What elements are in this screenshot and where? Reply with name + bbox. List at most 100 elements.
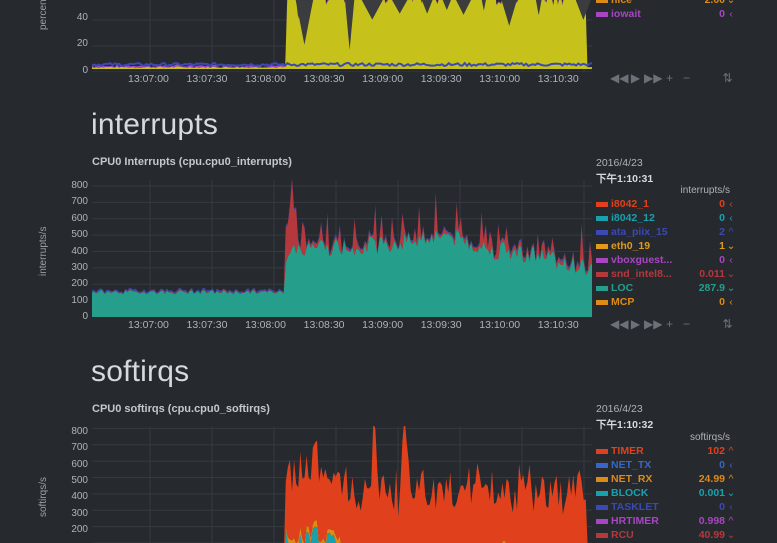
legend-item[interactable]: TIMER 102 ^ <box>596 444 737 458</box>
idle-spike <box>392 0 408 14</box>
play-icon[interactable]: ▶ <box>630 71 641 85</box>
forward-icon[interactable]: ▶▶ <box>644 317 663 331</box>
forward-icon[interactable]: ▶▶ <box>644 71 663 85</box>
nice-area <box>92 0 592 69</box>
legend-swatch <box>596 476 608 482</box>
legend-item[interactable]: ata_piix_15 2 ^ <box>596 225 737 239</box>
trend-arrow-icon: ⌄ <box>726 268 736 281</box>
interrupts-chart[interactable] <box>92 180 592 317</box>
trend-arrow-icon: ^ <box>728 226 734 239</box>
legend-units: interrupts/s <box>680 185 730 196</box>
rewind-icon[interactable]: ◀◀ <box>610 317 629 331</box>
cpu-percentage-chart[interactable] <box>92 0 592 72</box>
legend-item[interactable]: HRTIMER 0.998 ^ <box>596 514 737 528</box>
legend-item[interactable]: NET_TX 0 ‹ <box>596 458 737 472</box>
legend-swatch <box>596 448 608 454</box>
x-tick-label: 13:08:00 <box>245 73 286 85</box>
legend-item[interactable]: i8042_1 0 ‹ <box>596 197 737 211</box>
legend-swatch <box>596 299 608 305</box>
softirqs-chart[interactable] <box>92 426 592 543</box>
legend-label: i8042_1 <box>611 198 649 211</box>
legend-units: softirqs/s <box>689 432 730 443</box>
chart-title: CPU0 softirqs (cpu.cpu0_softirqs) <box>92 403 270 415</box>
x-tick-label: 13:10:30 <box>537 73 579 85</box>
legend-item[interactable]: NET_RX 24.99 ^ <box>596 472 737 486</box>
zoom-in-icon[interactable]: + <box>665 71 673 85</box>
idle-spike <box>481 0 486 11</box>
legend-value: 0 <box>719 212 725 225</box>
legend-item[interactable]: i8042_12 0 ‹ <box>596 211 737 225</box>
y-tick-label: 700 <box>71 442 88 454</box>
trend-arrow-icon: ^ <box>728 515 734 528</box>
idle-spike <box>361 0 383 20</box>
x-tick-label: 13:09:30 <box>420 73 462 85</box>
legend-item[interactable]: MCP 0 ‹ <box>596 295 737 309</box>
idle-spike <box>295 0 314 45</box>
x-tick-label: 13:09:00 <box>362 73 404 85</box>
legend-item[interactable]: TASKLET 0 ‹ <box>596 500 737 514</box>
trend-arrow-icon: ‹ <box>729 459 733 472</box>
block-area <box>284 526 340 543</box>
net-rx-area <box>284 520 507 543</box>
y-tick-label: 200 <box>71 278 88 290</box>
legend-swatch <box>596 532 608 538</box>
legend-value: 0 <box>719 501 725 514</box>
legend-swatch <box>596 504 608 510</box>
legend-item[interactable]: iowait 0 ‹ <box>596 7 737 21</box>
legend-value: 0.011 <box>699 268 725 281</box>
zoom-in-icon[interactable]: + <box>665 317 673 331</box>
legend-item[interactable]: RCU 40.99 ⌄ <box>596 528 737 542</box>
y-tick-label: 600 <box>71 212 88 224</box>
trend-arrow-icon: ^ <box>728 445 734 458</box>
softirqs-legend: TIMER 102 ^ NET_TX 0 ‹ NET_RX 24.99 ^ BLOCK 0.001 ⌄… <box>596 444 737 542</box>
legend-swatch <box>596 490 608 496</box>
play-icon[interactable]: ▶ <box>630 317 641 331</box>
legend-item[interactable]: nice 2.00 ⌄ <box>596 0 737 7</box>
resize-icon[interactable]: ⇅ <box>722 71 733 85</box>
x-tick-label: 13:10:30 <box>537 319 579 331</box>
resize-icon[interactable]: ⇅ <box>722 317 733 331</box>
system-line <box>92 61 592 68</box>
legend-label: TIMER <box>611 445 644 458</box>
rewind-icon[interactable]: ◀◀ <box>610 71 629 85</box>
y-tick-label: 20 <box>76 38 88 49</box>
y-tick-label: 40 <box>76 12 88 23</box>
zoom-out-icon[interactable]: − <box>682 71 690 85</box>
y-tick-label: 500 <box>71 475 88 486</box>
legend-value: 102 <box>707 445 725 458</box>
trend-arrow-icon: ⌄ <box>726 0 736 7</box>
legend-label: BLOCK <box>611 487 649 500</box>
trend-arrow-icon: ‹ <box>729 8 733 21</box>
x-tick-label: 13:07:30 <box>186 73 228 85</box>
y-tick-label: 600 <box>71 458 88 470</box>
y-axis-label: softirqs/s <box>38 476 49 517</box>
legend-label: LOC <box>611 282 634 295</box>
trend-arrow-icon: ^ <box>728 473 734 486</box>
y-tick-label: 0 <box>82 311 88 322</box>
legend-value: 0 <box>719 8 725 21</box>
legend-item[interactable]: LOC 287.9 ⌄ <box>596 281 737 295</box>
y-tick-label: 500 <box>71 229 88 241</box>
legend-value: 0 <box>719 198 725 211</box>
x-tick-label: 13:07:00 <box>128 319 169 331</box>
idle-spike <box>575 0 591 20</box>
legend-date: 2016/4/23 <box>596 157 643 169</box>
y-tick-label: 200 <box>71 524 88 535</box>
y-tick-label: 400 <box>71 245 88 257</box>
legend-item[interactable]: eth0_19 1 ⌄ <box>596 239 737 253</box>
zoom-out-icon[interactable]: − <box>682 317 690 331</box>
legend-swatch <box>596 11 608 17</box>
legend-value: 24.99 <box>698 473 725 486</box>
legend-label: HRTIMER <box>611 515 659 528</box>
trend-arrow-icon: ‹ <box>729 296 733 309</box>
idle-spike <box>344 0 355 50</box>
legend-label: ata_piix_15 <box>611 226 668 239</box>
legend-item[interactable]: vboxguest... 0 ‹ <box>596 253 737 267</box>
legend-item[interactable]: snd_intel8... 0.011 ⌄ <box>596 267 737 281</box>
idle-spike <box>296 0 301 20</box>
x-tick-label: 13:08:30 <box>303 319 345 331</box>
legend-value: 1 <box>719 240 725 253</box>
interrupts-legend: i8042_1 0 ‹ i8042_12 0 ‹ ata_piix_15 2 ^ eth0_19 1… <box>596 197 737 309</box>
legend-item[interactable]: BLOCK 0.001 ⌄ <box>596 486 737 500</box>
legend-label: vboxguest... <box>611 254 673 267</box>
